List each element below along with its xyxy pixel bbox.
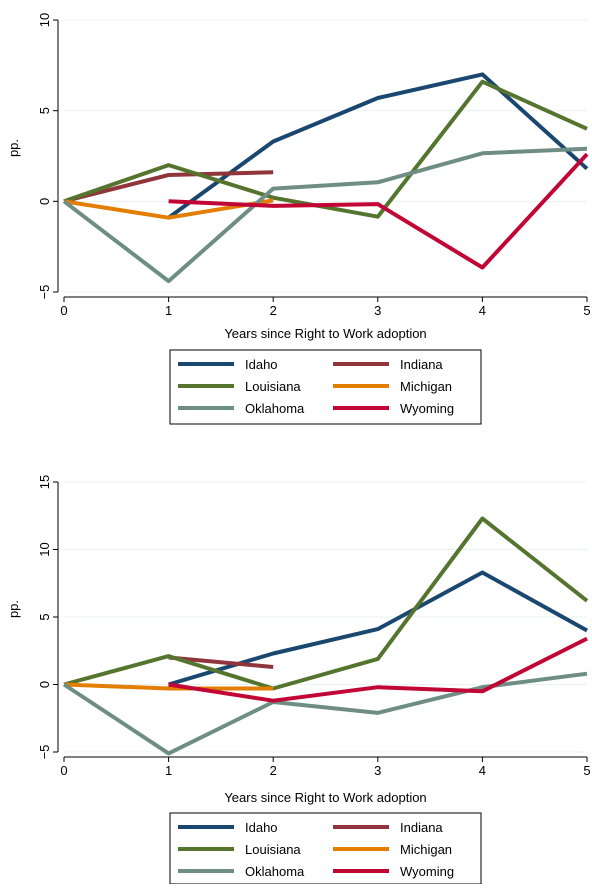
x-tick-label: 4 [479,303,486,318]
x-tick-label: 3 [374,763,381,778]
series-line-wyoming [168,636,588,703]
y-tick-label: 5 [37,107,52,114]
series-line-indiana [63,170,274,204]
x-tick-label: 0 [60,763,67,778]
y-tick-label: 10 [37,542,52,556]
y-tick-label: 0 [37,681,52,688]
legend-label-indiana: Indiana [400,357,443,372]
x-tick-label: 4 [479,763,486,778]
y-axis-title: pp. [6,600,21,618]
y-tick-label: 15 [37,475,52,489]
x-axis-title: Years since Right to Work adoption [224,790,426,805]
series-line-idaho [168,570,588,687]
legend-label-indiana: Indiana [400,820,443,835]
legend: Idaho Indiana Louisiana Michigan Oklahoma Wyo… [169,812,482,885]
x-tick-label: 2 [270,303,277,318]
series-line-wyoming [168,152,589,270]
legend-label-michigan: Michigan [400,379,452,394]
y-tick-label: −5 [37,745,52,760]
series-line-louisiana [63,79,588,219]
chart-2: −5 0 5 10 15 pp. 0 1 2 3 4 5 Years since Right to Wo… [6,475,591,885]
x-tick-label: 2 [270,763,277,778]
legend-label-wyoming: Wyoming [400,401,454,416]
y-tick-label: −5 [37,285,52,300]
series-line-idaho [167,72,589,220]
x-tick-label: 5 [583,763,590,778]
legend-label-michigan: Michigan [400,842,452,857]
x-axis-title: Years since Right to Work adoption [224,326,426,341]
y-axis-title: pp. [6,139,21,157]
legend-label-idaho: Idaho [245,820,278,835]
x-tick-label: 1 [165,763,172,778]
x-tick-label: 0 [60,303,67,318]
series-line-oklahoma [62,146,588,284]
chart-1: −5 0 5 10 pp. 0 1 2 3 4 5 Years since Right to Work… [6,13,591,425]
legend-label-louisiana: Louisiana [245,379,301,394]
x-tick-label: 3 [374,303,381,318]
series-line-michigan [63,682,274,691]
series-line-louisiana [63,516,589,691]
legend-label-idaho: Idaho [245,357,278,372]
y-tick-label: 5 [37,613,52,620]
y-tick-label: 0 [37,198,52,205]
legend-label-louisiana: Louisiana [245,842,301,857]
legend: Idaho Indiana Louisiana Michigan Oklahoma Wyo… [169,349,482,425]
x-tick-label: 1 [165,303,172,318]
series-line-indiana [168,655,274,669]
series-line-oklahoma [62,671,588,756]
legend-label-oklahoma: Oklahoma [245,864,305,879]
legend-label-wyoming: Wyoming [400,864,454,879]
legend-label-oklahoma: Oklahoma [245,401,305,416]
y-tick-label: 10 [37,13,52,27]
x-tick-label: 5 [583,303,590,318]
